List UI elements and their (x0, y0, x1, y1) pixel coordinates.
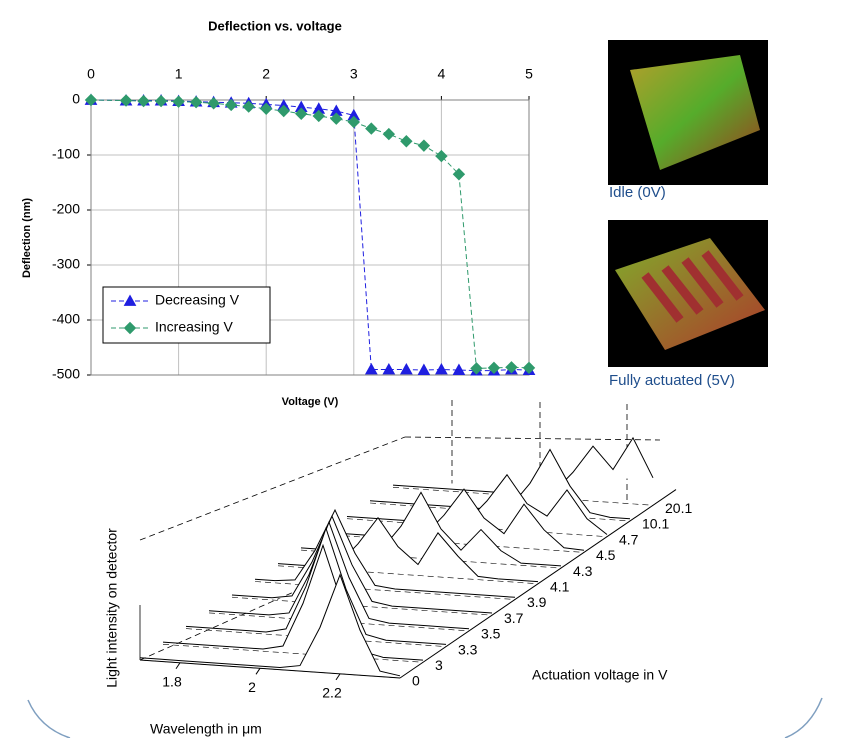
intensity-axis-label: Light intensity on detector (104, 528, 120, 688)
x-tick-label: 5 (525, 66, 533, 82)
z-tick-label: 3.5 (481, 626, 501, 642)
y-tick-label: -400 (52, 311, 80, 327)
z-tick-label: 4.5 (596, 547, 616, 563)
z-tick-label: 3 (435, 657, 443, 673)
legend-label: Increasing V (155, 319, 233, 335)
wavelength-axis-label: Wavelength in μm (150, 721, 262, 737)
y-tick-label: -200 (52, 201, 80, 217)
x-tick (256, 668, 260, 674)
y-axis-label: Deflection (nm) (21, 198, 33, 278)
z-tick-label: 4.7 (619, 531, 639, 547)
x-tick (176, 663, 180, 669)
x-tick-label: 0 (87, 66, 95, 82)
y-tick-label: -500 (52, 366, 80, 382)
z-tick-label: 0 (412, 673, 420, 689)
z-tick-label: 4.3 (573, 563, 593, 579)
legend-label: Decreasing V (155, 292, 240, 308)
x-tick-label: 2.2 (322, 685, 342, 701)
y-tick-label: -300 (52, 256, 80, 272)
slide-arc (785, 698, 822, 738)
image-caption: Fully actuated (5V) (609, 372, 735, 389)
x-tick-label: 3 (350, 66, 358, 82)
slide-arc (28, 700, 70, 738)
x-tick-label: 1 (175, 66, 183, 82)
z-tick-label: 3.9 (527, 594, 547, 610)
z-tick-label: 3.3 (458, 641, 478, 657)
x-tick-label: 4 (438, 66, 446, 82)
x-tick-label: 1.8 (162, 673, 182, 689)
z-tick-label: 4.1 (550, 579, 570, 595)
x-tick (336, 674, 340, 680)
image-caption: Idle (0V) (609, 184, 666, 201)
x-axis-label: Voltage (V) (282, 396, 339, 408)
spectrum-curve (393, 438, 653, 495)
z-tick-label: 10.1 (642, 516, 669, 532)
z-tick-label: 3.7 (504, 610, 524, 626)
x-tick-label: 2 (248, 679, 256, 695)
z-tick-label: 20.1 (665, 500, 692, 516)
figure: Idle (0V) Fully actuated (5V) Deflection… (0, 0, 841, 738)
voltage-axis-label: Actuation voltage in V (532, 667, 668, 683)
y-tick-label: 0 (72, 91, 80, 107)
chart-title: Deflection vs. voltage (208, 18, 342, 33)
y-tick-label: -100 (52, 146, 80, 162)
x-tick-label: 2 (262, 66, 270, 82)
